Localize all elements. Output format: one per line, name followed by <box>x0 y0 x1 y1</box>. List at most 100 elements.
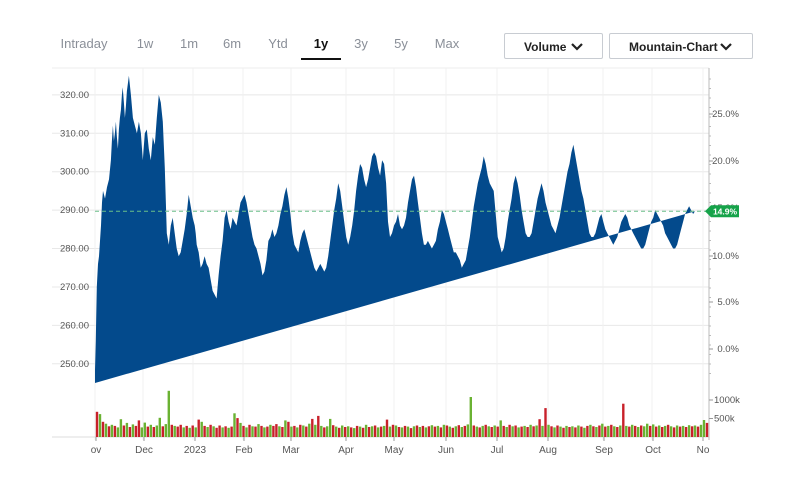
volume-bar <box>487 426 490 437</box>
chart-type-dropdown-label: Mountain-Chart <box>629 40 718 54</box>
x-tick-label: Oct <box>645 445 661 456</box>
volume-bar <box>514 425 517 437</box>
x-axis: ov Dec 2023 Feb Mar Apr May Jun Jul Aug Sep Oct No <box>91 437 710 456</box>
volume-bar <box>296 427 299 437</box>
volume-bar <box>454 426 457 437</box>
volume-bar <box>257 424 260 437</box>
volume-bar <box>502 425 505 437</box>
volume-bar <box>388 426 392 437</box>
marker-badge <box>705 205 739 218</box>
tab-intraday[interactable]: Intraday <box>60 36 108 51</box>
volume-dropdown[interactable]: Volume <box>504 33 603 59</box>
volume-bar <box>95 411 99 437</box>
tab-6m[interactable]: 6m <box>222 36 242 51</box>
volume-bar <box>113 425 117 437</box>
volume-bar <box>466 424 469 437</box>
volume-bar <box>571 426 574 437</box>
tab-max[interactable]: Max <box>434 36 460 51</box>
volume-bar <box>499 420 502 437</box>
volume-bar <box>391 424 395 437</box>
tab-1w[interactable]: 1w <box>136 36 154 51</box>
volume-bar <box>299 424 302 437</box>
volume-bar <box>367 427 371 437</box>
volume-bar <box>182 427 185 437</box>
volume-bar <box>128 427 132 437</box>
current-change-marker: 14.9% <box>705 205 739 218</box>
volume-bar <box>550 426 553 437</box>
volume-bar <box>655 426 658 437</box>
volume-bar <box>194 427 197 437</box>
volume-bar <box>643 426 646 437</box>
volume-bar <box>520 426 523 437</box>
volume-bar <box>317 415 320 437</box>
volume-bar <box>341 425 344 437</box>
volume-bar <box>493 425 496 437</box>
volume-bar <box>640 425 643 437</box>
tab-1m[interactable]: 1m <box>179 36 199 51</box>
volume-bar <box>580 426 583 437</box>
volume-bar <box>634 425 637 437</box>
volume-bar <box>170 424 173 437</box>
volume-bar <box>661 427 664 437</box>
volume-bar <box>424 427 428 437</box>
volume-tick-label: 1000k <box>714 395 740 406</box>
volume-bar <box>433 426 437 437</box>
volume-bar <box>185 425 188 437</box>
volume-bar <box>496 426 499 437</box>
volume-bar <box>637 427 640 437</box>
volume-bar <box>131 424 135 437</box>
volume-bar <box>669 426 673 437</box>
tab-5y[interactable]: 5y <box>394 36 408 51</box>
volume-bar <box>269 424 272 437</box>
y-tick-label: 280.00 <box>60 244 89 255</box>
volume-bar <box>308 423 311 437</box>
x-tick-label: Aug <box>539 445 557 456</box>
x-tick-label: ov <box>91 445 102 456</box>
volume-bar <box>690 426 694 437</box>
volume-bar <box>559 426 562 437</box>
tab-1y[interactable]: 1y <box>301 30 341 60</box>
volume-bar <box>484 424 487 437</box>
tab-3y[interactable]: 3y <box>354 36 368 51</box>
y-tick-label: 250.00 <box>60 359 89 370</box>
volume-bar <box>275 424 278 437</box>
volume-bar <box>538 419 541 437</box>
x-tick-label: Sep <box>595 445 613 456</box>
y-tick-label: 300.00 <box>60 167 89 178</box>
volume-bar <box>320 425 323 437</box>
volume-bar <box>451 427 454 438</box>
volume-bar <box>278 426 281 437</box>
x-tick-label: Mar <box>282 445 300 456</box>
tab-ytd[interactable]: Ytd <box>268 36 288 51</box>
x-tick-label: Apr <box>338 445 354 456</box>
volume-bar <box>406 426 410 437</box>
x-tick-label: No <box>697 445 710 456</box>
volume-bar <box>481 425 484 437</box>
volume-bar <box>613 426 616 437</box>
volume-bar <box>188 427 191 438</box>
volume-bar <box>699 424 703 437</box>
volume-bar <box>442 424 446 437</box>
y-tick-label: 5.0% <box>717 297 739 308</box>
volume-bar <box>137 420 141 437</box>
volume-bar <box>287 421 290 437</box>
volume-bar <box>203 425 206 437</box>
volume-bar <box>353 428 356 437</box>
chart-type-dropdown[interactable]: Mountain-Chart <box>609 33 753 59</box>
y-tick-label: 0.0% <box>717 344 739 355</box>
x-tick-label: Feb <box>235 445 253 456</box>
volume-bar <box>260 425 263 437</box>
volume-bar <box>221 427 224 437</box>
volume-bar <box>427 426 431 437</box>
volume-bar <box>490 427 493 437</box>
chevron-down-icon <box>571 43 583 51</box>
volume-bar <box>200 421 203 437</box>
volume-bar <box>347 426 350 437</box>
volume-bar <box>601 423 604 437</box>
volume-bar <box>675 425 679 437</box>
price-area <box>95 75 695 383</box>
volume-bar <box>161 426 164 437</box>
volume-bar <box>233 413 236 437</box>
volume-bar <box>143 422 146 437</box>
